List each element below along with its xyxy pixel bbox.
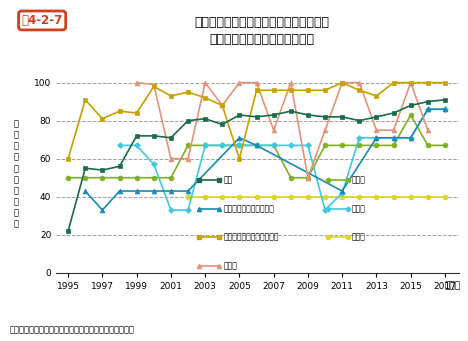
Text: 広域的な閉鎖性海域における環境基準達
成率の推移（全窒素・全りん）: 広域的な閉鎖性海域における環境基準達 成率の推移（全窒素・全りん） [195,16,329,46]
Text: 瀮戸内海（大阪湾を除く）: 瀮戸内海（大阪湾を除く） [223,233,278,242]
Text: 環
境
基
準
達
成
率
（
％
）: 環 境 基 準 達 成 率 （ ％ ） [14,119,18,228]
Text: 資料：環境省「平成２９年度公共用水域水質測定結果」: 資料：環境省「平成２９年度公共用水域水質測定結果」 [9,325,134,334]
Text: （年）: （年） [445,281,461,290]
Text: 八代海: 八代海 [223,262,237,270]
Text: 大阪湾: 大阪湾 [352,204,366,213]
Text: 東京湾: 東京湾 [352,175,366,184]
Text: 伊勢湾（三河湾を含む）: 伊勢湾（三河湾を含む） [223,204,274,213]
Text: 有明海: 有明海 [352,233,366,242]
Text: 围4-2-7: 围4-2-7 [22,14,63,27]
Text: 海域: 海域 [223,175,233,184]
